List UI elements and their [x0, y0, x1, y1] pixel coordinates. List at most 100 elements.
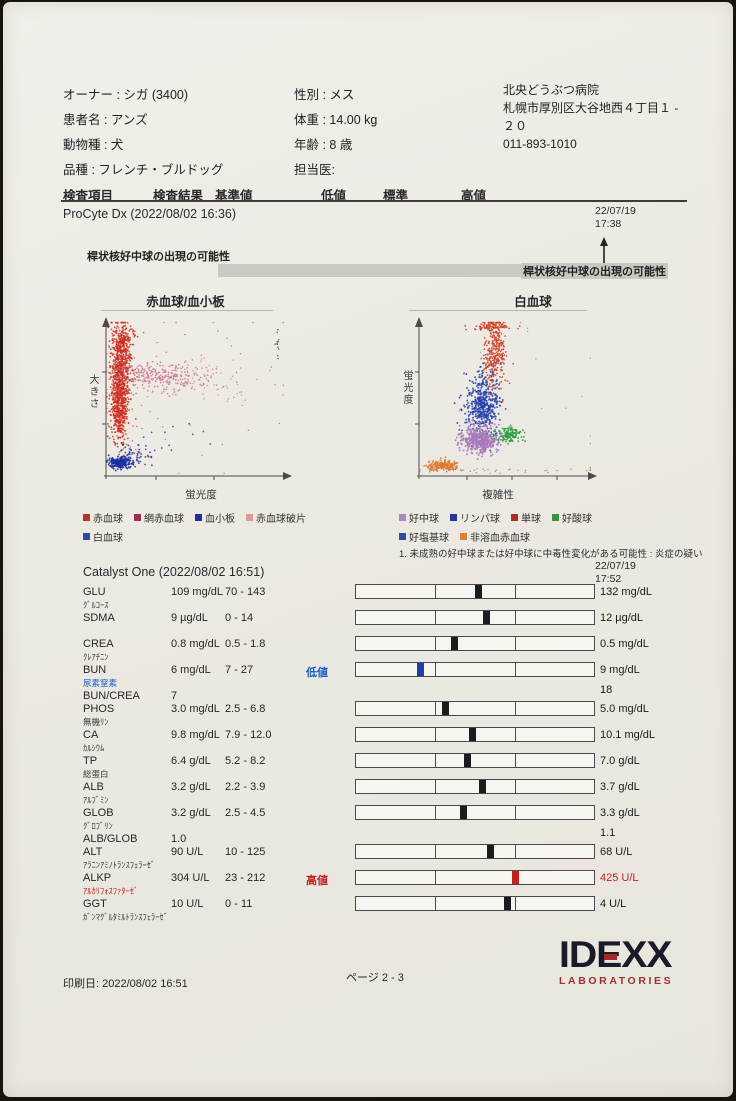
- clinic-line: 札幌市厚別区大谷地西４丁目１ -: [503, 101, 679, 115]
- table-row: CREA ｸﾚｱﾁﾆﾝ 0.8 mg/dL 0.5 - 1.8 0.5 mg/d…: [83, 636, 708, 664]
- test-name-japanese: ｱﾙｶﾘﾌｫｽﾌｧﾀｰｾﾞ: [83, 886, 139, 896]
- up-arrow-icon: [600, 237, 608, 264]
- test-result: 9 µg/dL: [171, 612, 208, 624]
- table-row: BUN 尿素窒素 6 mg/dL 7 - 27 低値 9 mg/dL: [83, 662, 708, 690]
- legend-label: 赤血球: [93, 514, 123, 525]
- reference-range: 0.5 - 1.8: [225, 638, 266, 650]
- table-row: CA ｶﾙｼｳﾑ 9.8 mg/dL 7.9 - 12.0 10.1 mg/dL: [83, 727, 708, 755]
- legend-label: 血小板: [205, 514, 235, 525]
- test-result: 0.8 mg/dL: [171, 638, 220, 650]
- print-date: 印刷日: 2022/08/02 16:51: [63, 978, 188, 990]
- col-header-item: 検査項目: [63, 189, 114, 203]
- legend-item: 好酸球: [552, 510, 592, 525]
- test-result: 90 U/L: [171, 846, 204, 858]
- wbc-ylabel: 蛍光度: [401, 370, 412, 406]
- procyte-note-left: 桿状核好中球の出現の可能性: [87, 251, 230, 263]
- test-code: ALB: [83, 781, 104, 793]
- table-row: PHOS 無機ﾘﾝ 3.0 mg/dL 2.5 - 6.8 5.0 mg/dL: [83, 701, 708, 729]
- reference-range-bar: [355, 610, 595, 625]
- test-code: ALB/GLOB: [83, 833, 138, 845]
- legend-item: 白血球: [83, 529, 123, 544]
- clinic-info: 北央どうぶつ病院 札幌市厚別区大谷地西４丁目１ - ２０ 011-893-1010: [503, 81, 678, 153]
- patient-info-left: オーナー : シガ (3400) 患者名 : アンズ 動物種 : 犬品種 : フレン…: [63, 83, 223, 183]
- test-result: 304 U/L: [171, 872, 210, 884]
- result-marker: [504, 897, 512, 910]
- legend-item: 赤血球破片: [246, 510, 306, 525]
- reference-range-bar: [355, 779, 595, 794]
- table-row: ALB/GLOB 1.0 1.1: [83, 827, 708, 846]
- test-code: CREA: [83, 638, 114, 650]
- test-code: GGT: [83, 898, 107, 910]
- reference-range: 0 - 11: [225, 898, 253, 910]
- reference-range: 10 - 125: [225, 846, 266, 858]
- test-code: PHOS: [83, 703, 115, 715]
- reference-range: 2.5 - 6.8: [225, 703, 266, 715]
- procyte-prev-date: 22/07/19 17:38: [595, 205, 636, 230]
- clinic-line: ２０: [503, 119, 528, 133]
- test-code: TP: [83, 755, 98, 767]
- catalyst-results-table: GLU ｸﾞﾙｺｰｽ 109 mg/dL 70 - 143 132 mg/dL …: [83, 584, 708, 938]
- result-marker: [474, 585, 482, 598]
- table-row: GGT ｶﾞﾝﾏｸﾞﾙﾀﾐﾙﾄﾗﾝｽﾌｪﾗｰｾﾞ 10 U/L 0 - 11 4…: [83, 896, 708, 938]
- reference-range: 70 - 143: [225, 586, 266, 598]
- result-marker: [511, 871, 519, 884]
- rbc-chart-title: 赤血球/血小板: [146, 295, 225, 309]
- legend-swatch-icon: [511, 514, 518, 521]
- rbc-chart-underline: [101, 310, 273, 311]
- result-marker: [483, 611, 491, 624]
- legend-label: 非溶血赤血球: [470, 533, 530, 544]
- test-result: 109 mg/dL: [171, 586, 223, 598]
- reference-range-bar: [355, 753, 595, 768]
- scatter-plot-rbc: [102, 317, 292, 480]
- reference-range: 7 - 27: [225, 664, 254, 676]
- previous-result: 425 U/L: [600, 872, 639, 884]
- legend-swatch-icon: [399, 533, 406, 540]
- idexx-logo-red-bar: [604, 954, 617, 960]
- previous-result: 18: [600, 684, 613, 696]
- reference-range: 23 - 212: [225, 872, 266, 884]
- legend-label: リンパ球: [460, 514, 500, 525]
- reference-range-bar: [355, 844, 595, 859]
- table-row: GLOB ｸﾞﾛﾌﾞﾘﾝ 3.2 g/dL 2.5 - 4.5 3.3 g/dL: [83, 805, 708, 833]
- test-name-japanese: ｶﾙｼｳﾑ: [83, 743, 105, 753]
- test-name-japanese: ｱﾗﾆﾝｱﾐﾉﾄﾗﾝｽﾌｪﾗｰｾﾞ: [83, 860, 156, 870]
- reference-range: 0 - 14: [225, 612, 254, 624]
- result-marker: [441, 702, 449, 715]
- legend-item: 網赤血球: [134, 510, 184, 525]
- rbc-ylabel: 大きさ: [87, 374, 98, 410]
- legend-swatch-icon: [460, 533, 467, 540]
- col-header-low: 低値: [321, 189, 347, 203]
- test-name-japanese: ｸﾞﾛﾌﾞﾘﾝ: [83, 821, 113, 831]
- scatter-plot-wbc: [415, 317, 597, 480]
- legend-swatch-icon: [399, 514, 406, 521]
- rbc-xlabel: 蛍光度: [185, 489, 217, 501]
- info-line: 担当医:: [294, 163, 335, 177]
- legend-label: 白血球: [93, 533, 123, 544]
- test-result: 1.0: [171, 833, 187, 845]
- test-result: 10 U/L: [171, 898, 204, 910]
- legend-swatch-icon: [552, 514, 559, 521]
- info-line: 性別 : メス: [294, 88, 355, 102]
- legend-item: 非溶血赤血球: [460, 529, 530, 544]
- report-paper: オーナー : シガ (3400) 患者名 : アンズ 動物種 : 犬品種 : フレン…: [3, 2, 733, 1097]
- result-marker: [487, 845, 495, 858]
- header-rule: [61, 200, 687, 202]
- legend-item: 好中球: [399, 510, 439, 525]
- catalyst-title: Catalyst One (2022/08/02 16:51): [83, 565, 265, 579]
- test-code: ALKP: [83, 872, 112, 884]
- test-code: SDMA: [83, 612, 115, 624]
- info-line: 品種 : フレンチ・ブルドッグ: [63, 163, 224, 177]
- test-name-japanese: ｶﾞﾝﾏｸﾞﾙﾀﾐﾙﾄﾗﾝｽﾌｪﾗｰｾﾞ: [83, 912, 169, 922]
- page-number: ページ 2 - 3: [346, 972, 404, 984]
- test-result: 9.8 mg/dL: [171, 729, 220, 741]
- idexx-logo: IDEXX LABORATORIES: [559, 936, 709, 987]
- test-result: 7: [171, 690, 178, 702]
- reference-range-bar: [355, 896, 595, 911]
- table-row: BUN/CREA 7 18: [83, 684, 708, 703]
- legend-swatch-icon: [83, 514, 90, 521]
- reference-range-bar: [355, 662, 595, 677]
- test-name-japanese: 総蛋白: [83, 769, 109, 779]
- result-marker: [450, 637, 458, 650]
- previous-result: 1.1: [600, 827, 616, 839]
